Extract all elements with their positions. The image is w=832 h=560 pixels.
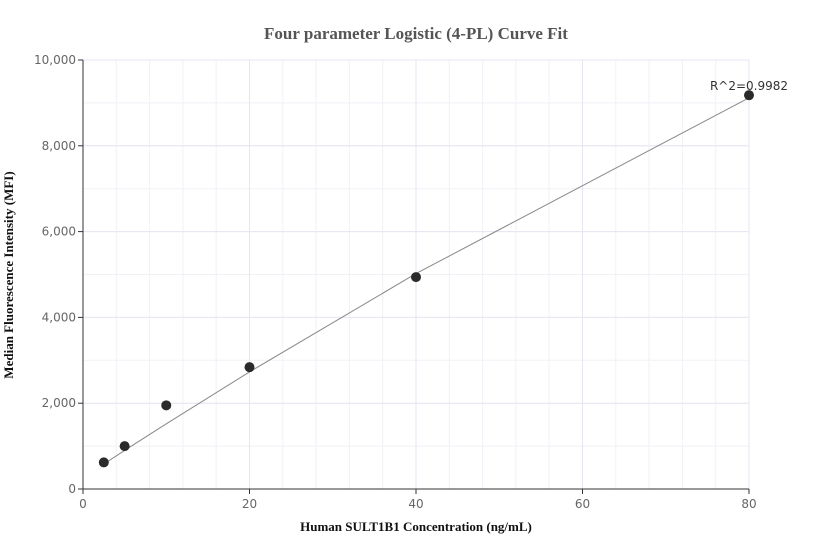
x-tick-label: 40 (408, 497, 423, 511)
r-squared-annotation: R^2=0.9982 (710, 79, 788, 93)
data-point (244, 362, 255, 373)
x-tick-label: 20 (242, 497, 257, 511)
data-point (98, 457, 109, 468)
chart-title: Four parameter Logistic (4-PL) Curve Fit (264, 24, 568, 43)
y-tick-label: 2,000 (42, 396, 76, 410)
data-point (161, 400, 172, 411)
axes (78, 59, 750, 494)
x-tick-label: 0 (79, 497, 87, 511)
y-axis-label: Median Fluorescence Intensity (MFI) (1, 171, 16, 378)
y-tick-label: 0 (68, 482, 76, 496)
y-tick-label: 6,000 (42, 225, 76, 239)
tick-labels: 0 2,000 4,000 6,000 8,000 10,000 0 20 40 60 80 (34, 53, 757, 511)
data-point (119, 441, 130, 452)
data-point (744, 90, 754, 101)
x-tick-label: 80 (741, 497, 756, 511)
y-tick-label: 4,000 (42, 310, 76, 324)
data-point (411, 272, 421, 283)
x-axis-label: Human SULT1B1 Concentration (ng/mL) (300, 519, 532, 534)
y-tick-label: 10,000 (34, 53, 76, 67)
y-tick-label: 8,000 (42, 139, 76, 153)
fit-curve (103, 97, 750, 465)
x-tick-label: 60 (575, 497, 590, 511)
data-points (98, 90, 754, 468)
